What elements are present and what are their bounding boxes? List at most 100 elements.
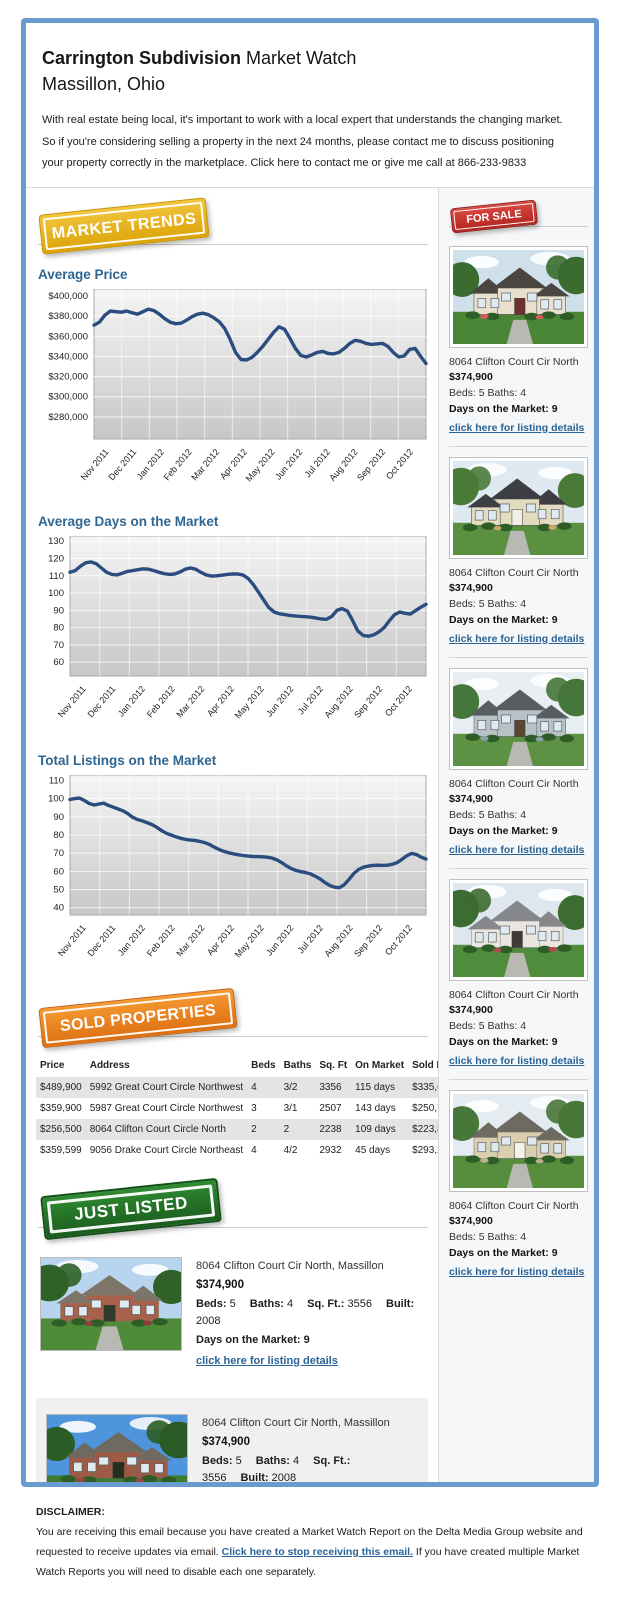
svg-text:Nov 2011: Nov 2011 <box>79 446 111 481</box>
svg-text:May 2012: May 2012 <box>233 922 266 959</box>
listing-photo[interactable] <box>449 667 588 770</box>
listing-address: 8064 Clifton Court Cir North <box>449 988 579 1001</box>
days-on-market-chart: 130 120 110 100 90 80 70 60 Nov 2011 Dec 2011 Jan … <box>36 535 428 731</box>
cell: $359,900 <box>40 1102 82 1114</box>
col-address: Address <box>89 1059 130 1071</box>
market-trends-section-head: MARKET TRENDS <box>36 196 428 255</box>
cell: 2507 <box>319 1102 342 1114</box>
listing-price: $374,900 <box>202 1435 250 1448</box>
svg-text:Dec 2011: Dec 2011 <box>86 683 118 718</box>
beds-label: Beds: <box>202 1455 233 1468</box>
just-listed-badge: JUST LISTED <box>40 1177 222 1240</box>
svg-text:Mar 2012: Mar 2012 <box>174 683 206 719</box>
disclaimer-text-before: You are receiving this email because you… <box>36 1525 583 1558</box>
svg-text:90: 90 <box>53 605 64 616</box>
listing-details-link[interactable]: click here for listing details <box>449 1265 585 1278</box>
svg-text:$280,000: $280,000 <box>48 411 88 422</box>
cell: 4/2 <box>283 1144 298 1156</box>
listing-details-link[interactable]: click here for listing details <box>449 421 585 434</box>
cell: 5987 Great Court Circle Northwest <box>89 1102 244 1114</box>
listing-price: $374,900 <box>196 1278 244 1291</box>
cell: 143 days <box>355 1102 396 1114</box>
cell: 2 <box>251 1123 257 1135</box>
sqft-value: 3556 <box>202 1472 227 1485</box>
baths-value: 4 <box>287 1298 294 1311</box>
svg-text:$340,000: $340,000 <box>48 351 88 362</box>
for-sale-card: 8064 Clifton Court Cir North $374,900 Be… <box>449 667 588 869</box>
svg-text:$300,000: $300,000 <box>48 391 88 402</box>
listing-price: $374,900 <box>449 1215 493 1228</box>
svg-text:60: 60 <box>53 657 64 668</box>
baths-value: 4 <box>293 1455 300 1468</box>
listing-stats: Beds: 5 Baths: 4 Sq. Ft.: 3556 Built: 2008 <box>202 1453 418 1485</box>
built-value: 2008 <box>196 1315 221 1328</box>
listing-stats: Beds: 5 Baths: 4 Sq. Ft.: 3556 Built: 2008 <box>196 1296 424 1330</box>
listing-address: 8064 Clifton Court Cir North, Massillon <box>196 1259 384 1272</box>
listing-details-link[interactable]: click here for listing details <box>196 1354 338 1367</box>
listing-price: $374,900 <box>449 793 493 806</box>
cell: $250,700 <box>412 1102 454 1114</box>
table-row: $489,900 5992 Great Court Circle Northwes… <box>36 1076 465 1098</box>
sold-properties-table: Price Address Beds Baths Sq. Ft On Marke… <box>36 1054 465 1161</box>
svg-text:Aug 2012: Aug 2012 <box>322 683 354 719</box>
listing-info: 8064 Clifton Court Cir North, Massillon … <box>196 1257 424 1370</box>
built-value: 2008 <box>271 1472 297 1485</box>
svg-text:Jun 2012: Jun 2012 <box>264 922 295 957</box>
svg-text:Feb 2012: Feb 2012 <box>145 683 177 719</box>
svg-text:Jul 2012: Jul 2012 <box>296 683 326 715</box>
cell: 4 <box>251 1081 257 1093</box>
listing-photo[interactable] <box>46 1413 188 1482</box>
svg-text:70: 70 <box>53 848 64 859</box>
listing-address: 8064 Clifton Court Cir North <box>449 566 579 579</box>
svg-text:Nov 2011: Nov 2011 <box>56 922 88 957</box>
listing-photo[interactable] <box>449 456 588 559</box>
svg-text:$320,000: $320,000 <box>48 371 88 382</box>
content-columns: MARKET TRENDS Average Price $400,000 $380… <box>26 186 594 1485</box>
table-row: $256,500 8064 Clifton Court Circle North 2… <box>36 1118 465 1140</box>
listing-photo[interactable] <box>40 1256 182 1351</box>
cell: 115 days <box>355 1081 395 1093</box>
listing-details-link[interactable]: click here for listing details <box>449 632 585 645</box>
cell: $223,800 <box>412 1123 454 1135</box>
listing-details-link[interactable]: click here for listing details <box>449 843 585 856</box>
listing-beds-baths: Beds: 5 Baths: 4 <box>449 809 527 821</box>
svg-text:Oct 2012: Oct 2012 <box>384 446 415 480</box>
svg-text:60: 60 <box>53 866 64 877</box>
svg-text:Feb 2012: Feb 2012 <box>145 922 177 958</box>
svg-text:Jan 2012: Jan 2012 <box>116 683 147 718</box>
cell: 5992 Great Court Circle Northwest <box>89 1081 244 1093</box>
for-sale-card: 8064 Clifton Court Cir North $374,900 Be… <box>449 1089 588 1290</box>
unsubscribe-link[interactable]: Click here to stop receiving this email. <box>221 1545 414 1558</box>
listing-details-link[interactable]: click here for listing details <box>449 1054 585 1067</box>
listing-days-on-market: Days on the Market: 9 <box>449 824 558 837</box>
beds-value: 5 <box>235 1455 242 1468</box>
listing-photo[interactable] <box>449 1089 588 1192</box>
cell: 3/2 <box>283 1081 298 1093</box>
svg-text:80: 80 <box>53 622 64 633</box>
just-listed-item: 8064 Clifton Court Cir North, Massillon … <box>36 1397 428 1485</box>
sold-properties-badge: SOLD PROPERTIES <box>38 987 238 1048</box>
listing-photo[interactable] <box>449 245 588 348</box>
cell: 109 days <box>355 1123 396 1135</box>
listing-photo[interactable] <box>449 878 588 981</box>
beds-label: Beds: <box>196 1298 227 1311</box>
svg-text:Aug 2012: Aug 2012 <box>322 922 354 958</box>
for-sale-sidebar: FOR SALE 8064 Clifton Court Cir North $3… <box>438 187 594 1482</box>
cell: $489,900 <box>40 1081 82 1093</box>
chart-title-total-listings: Total Listings on the Market <box>38 752 217 768</box>
svg-text:120: 120 <box>48 553 64 564</box>
market-trends-badge: MARKET TRENDS <box>38 196 210 255</box>
listing-price: $374,900 <box>449 1004 493 1017</box>
disclaimer-text-after: If you have created multiple Market Watc… <box>36 1545 580 1578</box>
cell: 9056 Drake Court Circle Northeast <box>89 1144 244 1156</box>
svg-text:May 2012: May 2012 <box>244 446 277 483</box>
just-listed-section-head: JUST LISTED <box>36 1177 428 1240</box>
listing-days-on-market: Days on the Market: 9 <box>449 402 558 415</box>
svg-text:130: 130 <box>48 536 64 547</box>
listing-address: 8064 Clifton Court Cir North <box>449 1199 579 1212</box>
svg-text:May 2012: May 2012 <box>233 683 266 720</box>
svg-text:Jan 2012: Jan 2012 <box>116 922 147 957</box>
svg-text:Mar 2012: Mar 2012 <box>174 922 206 958</box>
section-divider <box>38 243 428 245</box>
svg-text:Apr 2012: Apr 2012 <box>205 683 236 717</box>
